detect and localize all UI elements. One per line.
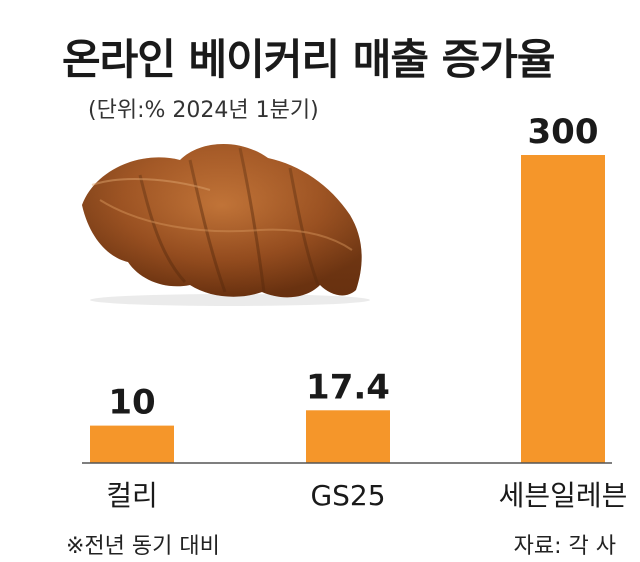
bar-3: [521, 155, 605, 463]
bar-1: [90, 425, 174, 463]
source-credit: 자료: 각 사: [513, 534, 616, 559]
chart-title: 온라인 베이커리 매출 증가율: [62, 35, 556, 84]
category-label-3: 세븐일레븐: [499, 479, 628, 512]
category-label-2: GS25: [310, 479, 385, 512]
value-label-2: 17.4: [306, 367, 390, 407]
croissant-icon: [82, 143, 370, 306]
chart-subtitle: (단위:% 2024년 1분기): [88, 98, 319, 123]
value-label-1: 10: [108, 383, 155, 423]
footnote: ※전년 동기 대비: [66, 534, 220, 559]
value-label-3: 300: [528, 112, 599, 152]
category-label-1: 컬리: [106, 479, 158, 512]
bar-2: [306, 410, 390, 463]
